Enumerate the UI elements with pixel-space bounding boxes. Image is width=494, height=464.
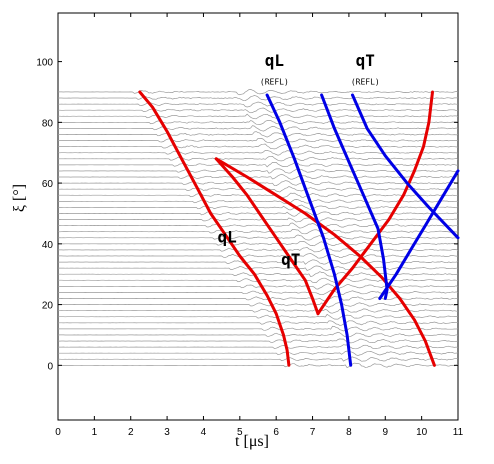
waveform-trace <box>57 204 459 211</box>
waveform-trace <box>58 259 459 265</box>
y-tick-label: 60 <box>42 179 54 190</box>
waveform-trace <box>58 271 459 278</box>
waveform-trace <box>57 338 459 344</box>
waveform-trace <box>58 356 459 362</box>
x-tick-label: 4 <box>201 427 207 438</box>
waveform-trace <box>58 131 459 138</box>
waveform-trace <box>57 229 459 235</box>
y-tick-label: 20 <box>42 301 54 312</box>
arrival-curves <box>138 90 460 367</box>
arrival-curve <box>320 93 389 300</box>
x-tick-label: 6 <box>273 427 279 438</box>
waveform-trace <box>57 192 459 199</box>
waveform-trace <box>58 168 458 174</box>
waveform-trace <box>58 101 458 108</box>
waveform-trace <box>58 186 458 193</box>
arrival-curve <box>138 90 291 367</box>
waveform-trace <box>58 137 459 144</box>
curve-annotation: qT <box>356 51 375 70</box>
arrival-curve <box>316 90 434 316</box>
waveform-trace <box>58 113 459 120</box>
y-axis-label: ξ [°] <box>11 184 28 212</box>
y-tick-label: 100 <box>36 58 53 69</box>
x-tick-label: 0 <box>55 427 61 438</box>
waveform-trace <box>57 325 459 332</box>
waveform-trace <box>57 217 459 223</box>
waveform-trace <box>58 89 459 96</box>
x-tick-label: 5 <box>237 427 243 438</box>
x-tick-label: 1 <box>92 427 98 438</box>
x-tick-label: 8 <box>346 427 352 438</box>
curve-annotation: qL <box>217 227 236 246</box>
x-axis-label: t [μs] <box>235 433 269 450</box>
curve-annotation: qT <box>281 250 300 269</box>
curve-annotation: (REFL) <box>260 77 289 86</box>
waveform-trace <box>57 283 459 290</box>
waveform-trace <box>58 222 458 229</box>
waveform-traces <box>57 89 459 369</box>
x-tick-label: 7 <box>310 427 316 438</box>
x-tick-label: 11 <box>453 427 464 438</box>
curve-annotation: qL <box>265 51 284 70</box>
waveform-trace <box>58 107 459 114</box>
arrival-curve <box>214 157 320 316</box>
axis-ticks: 0 1 2 3 4 5 6 7 8 9 10 11 0 20 40 60 80 100 <box>36 13 464 438</box>
waveform-trace <box>58 308 459 314</box>
x-tick-label: 3 <box>164 427 170 438</box>
arrival-curve <box>378 169 460 300</box>
waveform-trace <box>58 240 459 247</box>
waveform-trace <box>58 156 459 162</box>
annotations: qL (REFL) qT (REFL) qL qT <box>217 51 379 269</box>
waveform-trace <box>58 265 458 271</box>
x-tick-label: 10 <box>416 427 428 438</box>
waveform-trace <box>57 320 459 326</box>
waveform-trace <box>57 301 459 308</box>
waveform-trace <box>58 296 459 302</box>
waveform-trace <box>58 173 459 180</box>
waveform-trace <box>58 362 459 369</box>
waveform-trace <box>58 344 459 350</box>
waveform-trace <box>58 199 459 205</box>
waveform-trace <box>58 247 459 253</box>
waveform-trace <box>57 253 458 259</box>
waveform-trace <box>57 234 459 241</box>
waveform-trace <box>58 350 459 356</box>
y-tick-label: 80 <box>42 118 54 129</box>
x-tick-label: 2 <box>128 427 134 438</box>
waveform-trace <box>57 331 459 338</box>
waveform-trace <box>57 290 459 296</box>
waveform-trace <box>57 149 459 156</box>
curve-annotation: (REFL) <box>351 77 380 86</box>
x-tick-label: 9 <box>382 427 388 438</box>
waveform-trace <box>58 120 459 125</box>
waveform-trace <box>58 143 459 150</box>
waveform-trace <box>58 95 459 102</box>
arrival-curve <box>265 93 353 367</box>
y-tick-label: 0 <box>47 361 53 372</box>
y-tick-label: 40 <box>42 240 54 251</box>
waveform-trace <box>57 313 459 320</box>
waveform-trace <box>57 125 459 132</box>
